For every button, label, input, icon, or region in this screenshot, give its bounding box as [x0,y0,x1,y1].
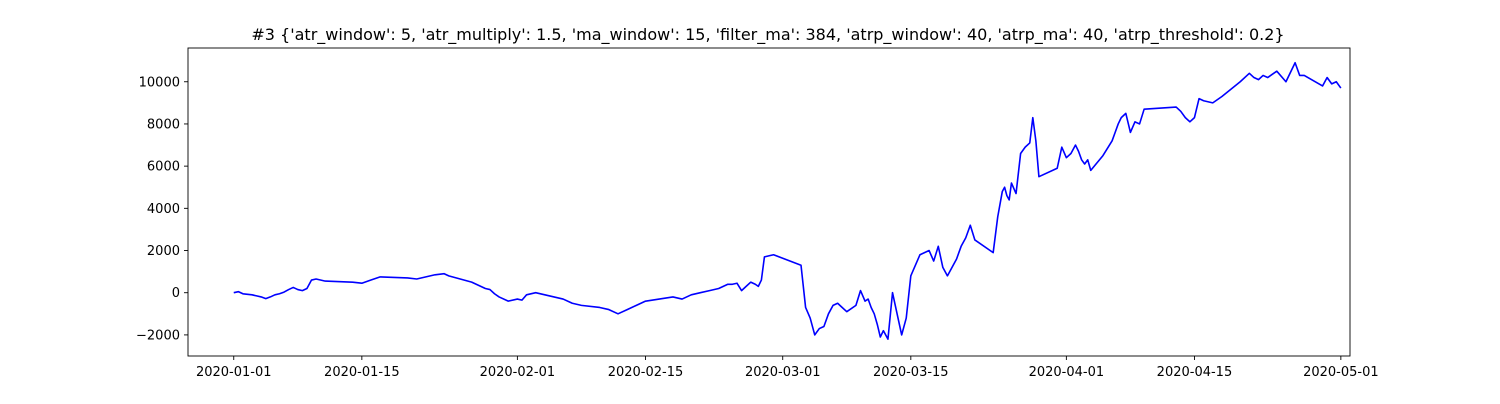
series-line-0 [233,61,1342,340]
x-tick-label-7: 2020-04-15 [1157,365,1233,380]
plot-area [233,61,1342,340]
y-tick-label-5: 8000 [147,117,180,132]
x-tick-label-4: 2020-03-01 [745,365,821,380]
y-tick-label-1: 0 [172,286,180,301]
x-tick-label-5: 2020-03-15 [873,365,949,380]
x-tick-label-6: 2020-04-01 [1029,365,1105,380]
x-tick-label-8: 2020-05-01 [1303,365,1379,380]
y-tick-label-4: 6000 [147,160,180,175]
y-tick-label-0: −2000 [136,328,180,343]
x-tick-label-1: 2020-01-15 [324,365,400,380]
x-tick-label-3: 2020-02-15 [608,365,684,380]
y-tick-label-2: 2000 [147,244,180,259]
x-tick-label-0: 2020-01-01 [196,365,272,380]
x-tick-label-2: 2020-02-01 [480,365,556,380]
axes-frame [187,47,1351,357]
chart-title: #3 {'atr_window': 5, 'atr_multiply': 1.5… [251,25,1284,45]
y-tick-label-3: 4000 [147,202,180,217]
axes: 2020-01-01 2020-01-15 2020-02-01 2020-02-15… [136,47,1379,380]
y-tick-label-6: 10000 [139,75,180,90]
